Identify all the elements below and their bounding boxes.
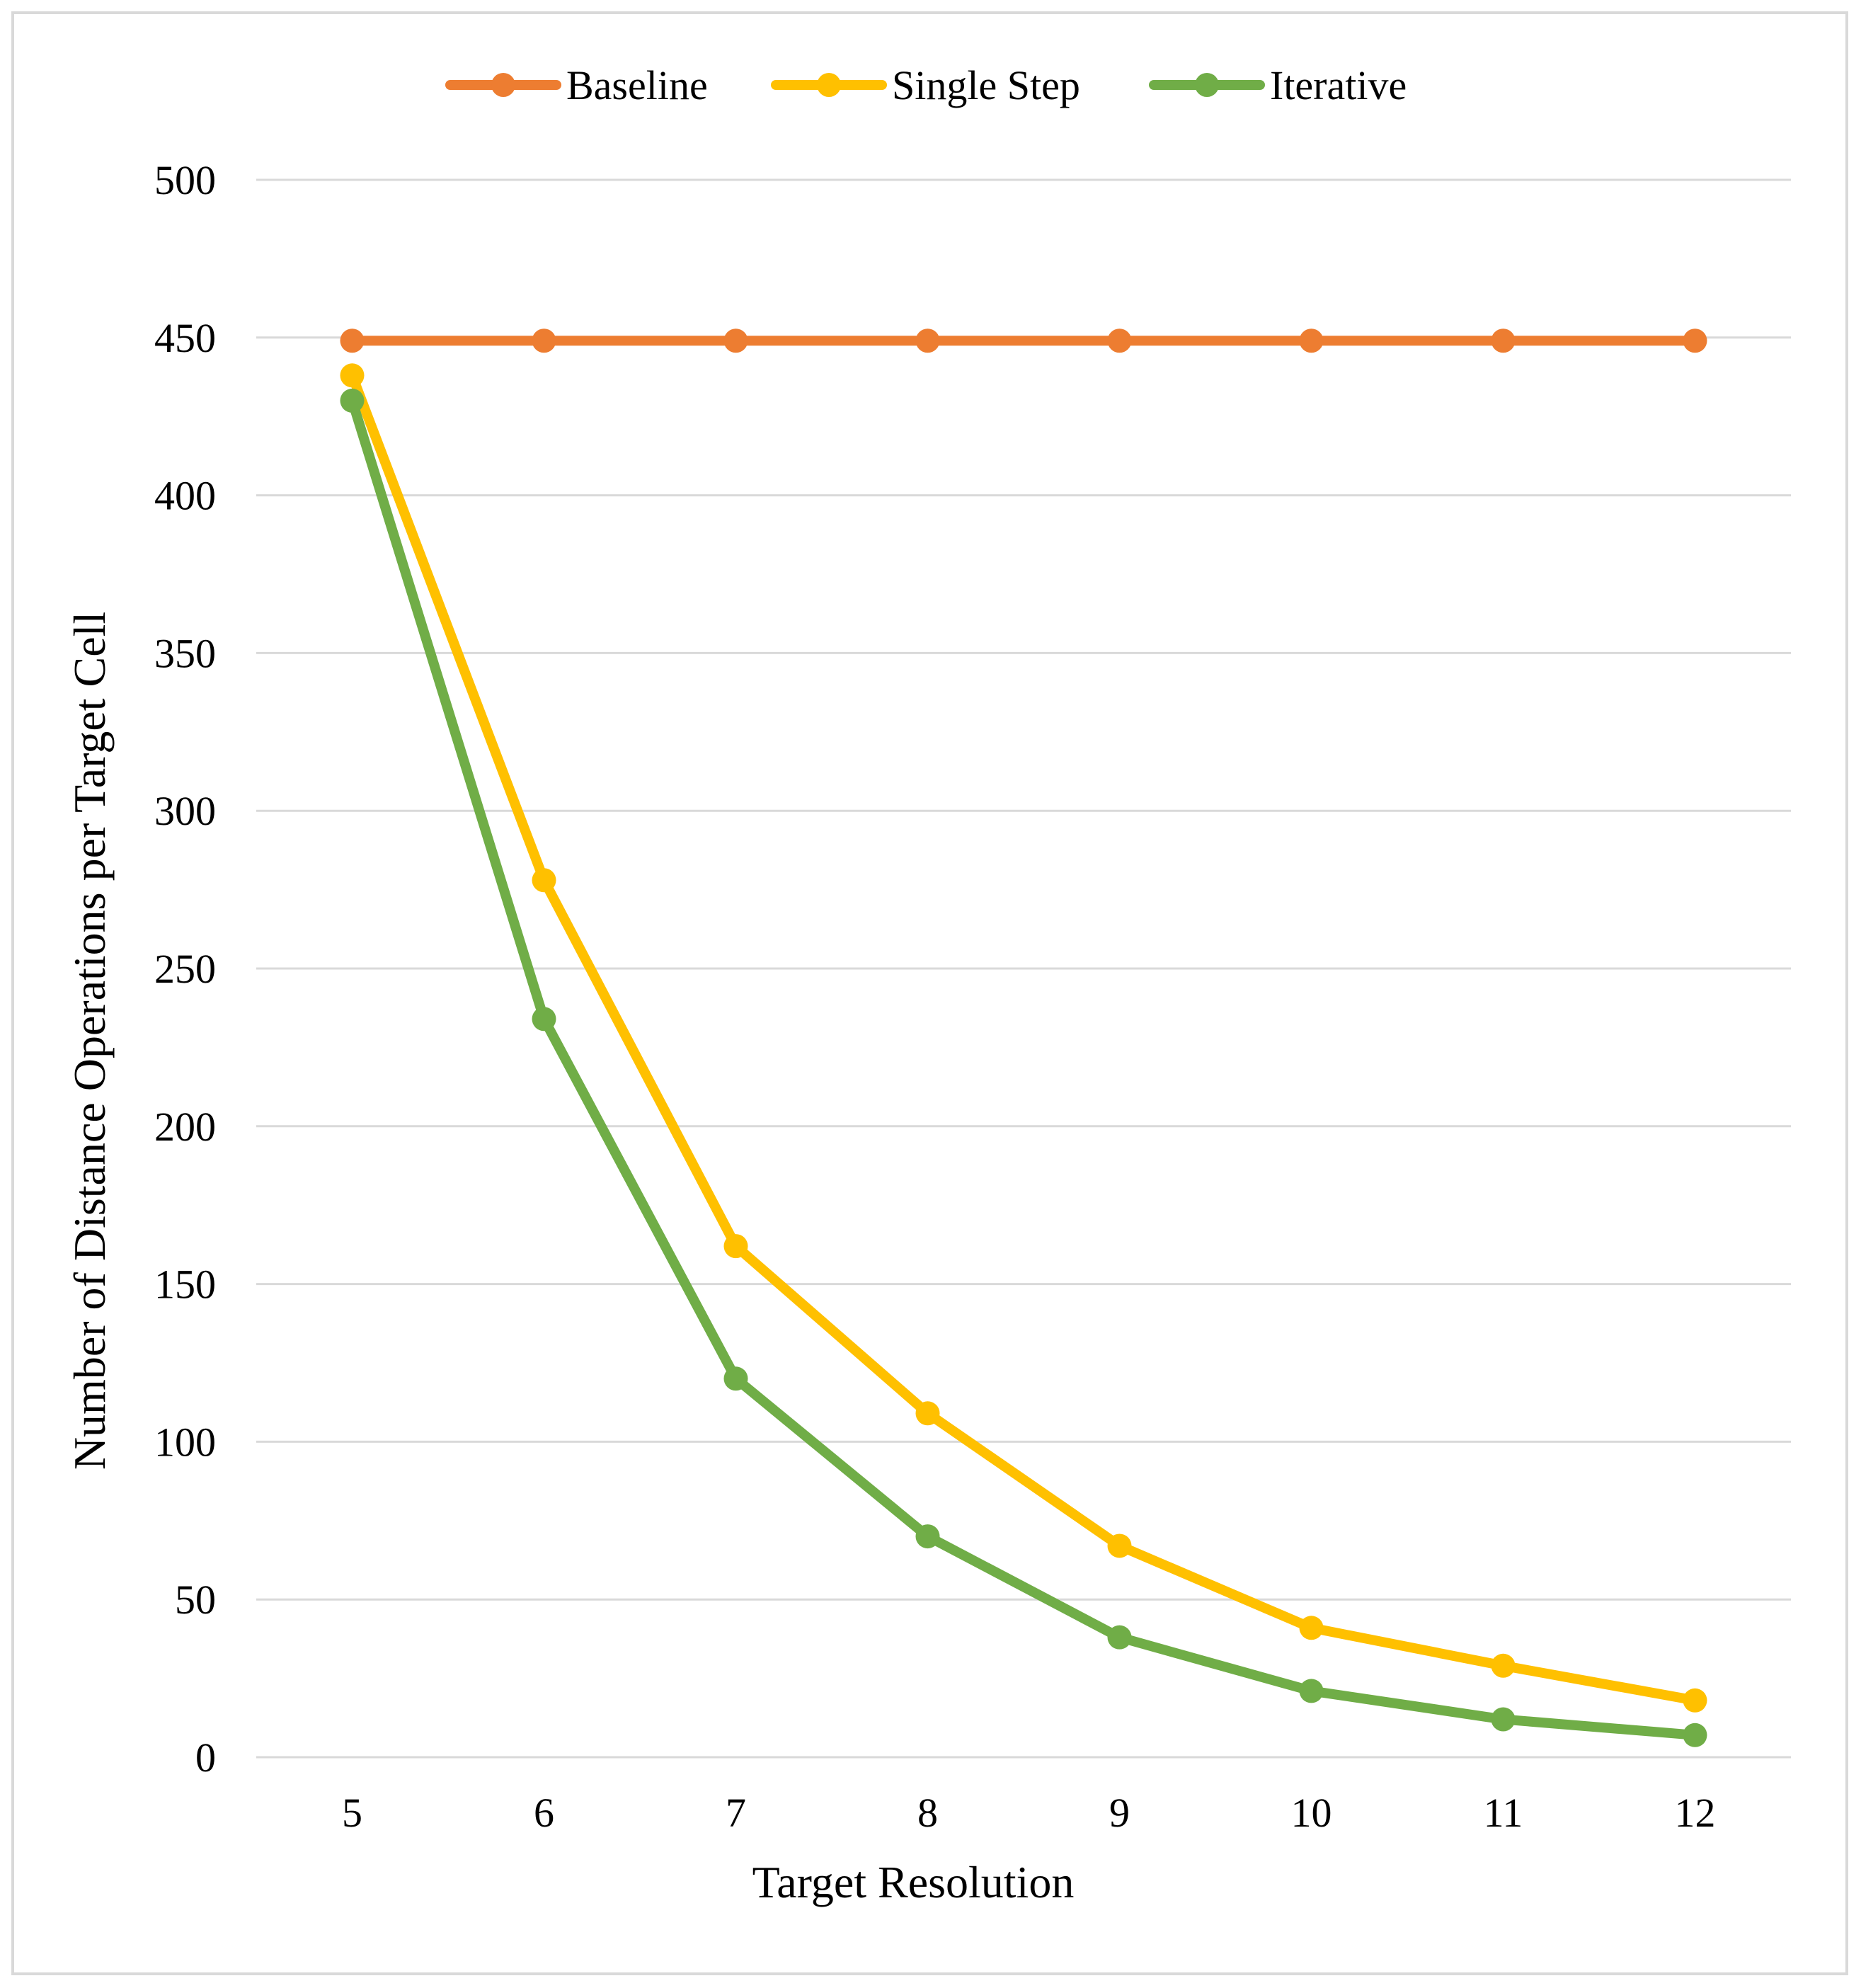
data-point-iterative-7 bbox=[723, 1366, 748, 1391]
data-point-iterative-8 bbox=[915, 1524, 940, 1549]
data-point-single-step-9 bbox=[1107, 1533, 1132, 1558]
y-axis-tick-labels: 0 50 100 150 200 250 300 350 400 450 500 bbox=[154, 157, 216, 1781]
legend: Baseline Single Step Iterative bbox=[445, 62, 1407, 108]
gridlines bbox=[256, 178, 1791, 1759]
legend-item-baseline: Baseline bbox=[445, 62, 708, 108]
legend-label-baseline: Baseline bbox=[566, 62, 708, 108]
data-point-baseline-12 bbox=[1683, 329, 1707, 353]
legend-swatch-marker-single-step bbox=[817, 73, 841, 97]
x-tick-label-5: 5 bbox=[342, 1790, 362, 1836]
y-tick-label-50: 50 bbox=[175, 1577, 216, 1623]
x-axis-tick-labels: 5 6 7 8 9 10 11 12 bbox=[342, 1790, 1716, 1836]
data-point-baseline-6 bbox=[532, 329, 556, 353]
y-tick-label-400: 400 bbox=[154, 473, 216, 519]
y-tick-label-150: 150 bbox=[154, 1262, 216, 1308]
data-point-baseline-10 bbox=[1299, 329, 1324, 353]
data-point-iterative-11 bbox=[1491, 1707, 1516, 1732]
x-tick-label-10: 10 bbox=[1291, 1790, 1332, 1836]
data-point-single-step-7 bbox=[723, 1234, 748, 1259]
data-point-baseline-9 bbox=[1107, 329, 1132, 353]
y-tick-label-450: 450 bbox=[154, 315, 216, 361]
data-point-iterative-12 bbox=[1683, 1723, 1707, 1747]
data-point-single-step-6 bbox=[532, 868, 556, 893]
x-tick-label-6: 6 bbox=[534, 1790, 554, 1836]
data-point-baseline-8 bbox=[915, 329, 940, 353]
legend-item-single-step: Single Step bbox=[771, 62, 1080, 108]
legend-item-iterative: Iterative bbox=[1149, 62, 1407, 108]
y-tick-label-500: 500 bbox=[154, 157, 216, 203]
data-point-iterative-10 bbox=[1299, 1679, 1324, 1703]
x-tick-label-12: 12 bbox=[1675, 1790, 1716, 1836]
data-point-iterative-5 bbox=[340, 388, 365, 413]
y-tick-label-300: 300 bbox=[154, 788, 216, 834]
series-line-iterative bbox=[347, 395, 1700, 1740]
data-point-single-step-10 bbox=[1299, 1616, 1324, 1640]
series-line-single-step bbox=[347, 370, 1700, 1706]
data-point-single-step-5 bbox=[340, 363, 365, 388]
data-point-baseline-11 bbox=[1491, 329, 1516, 353]
data-point-baseline-5 bbox=[340, 329, 365, 353]
legend-swatch-marker-iterative bbox=[1195, 73, 1219, 97]
series-points bbox=[340, 329, 1707, 1747]
data-point-iterative-6 bbox=[532, 1007, 556, 1032]
data-point-single-step-8 bbox=[915, 1401, 940, 1426]
y-tick-label-350: 350 bbox=[154, 630, 216, 676]
y-axis-title: Number of Distance Operations per Target… bbox=[64, 612, 115, 1470]
y-tick-label-0: 0 bbox=[195, 1735, 216, 1781]
series-lines bbox=[347, 336, 1700, 1740]
legend-swatch-marker-baseline bbox=[491, 73, 515, 97]
x-axis-title: Target Resolution bbox=[752, 1857, 1075, 1907]
y-tick-label-100: 100 bbox=[154, 1419, 216, 1465]
legend-label-iterative: Iterative bbox=[1270, 62, 1407, 108]
x-tick-label-8: 8 bbox=[917, 1790, 938, 1836]
data-point-iterative-9 bbox=[1107, 1625, 1132, 1650]
y-tick-label-250: 250 bbox=[154, 946, 216, 992]
data-point-baseline-7 bbox=[723, 329, 748, 353]
x-tick-label-9: 9 bbox=[1109, 1790, 1130, 1836]
x-tick-label-11: 11 bbox=[1484, 1790, 1523, 1836]
legend-label-single-step: Single Step bbox=[892, 62, 1080, 108]
data-point-single-step-11 bbox=[1491, 1653, 1516, 1678]
data-point-single-step-12 bbox=[1683, 1688, 1707, 1713]
y-tick-label-200: 200 bbox=[154, 1104, 216, 1150]
x-tick-label-7: 7 bbox=[726, 1790, 746, 1836]
